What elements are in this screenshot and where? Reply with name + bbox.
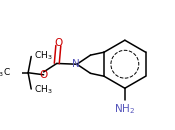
Text: CH$_3$: CH$_3$ xyxy=(34,84,53,96)
Text: H$_3$C: H$_3$C xyxy=(0,67,11,79)
Text: N: N xyxy=(72,59,80,69)
Text: CH$_3$: CH$_3$ xyxy=(34,49,53,62)
Text: O: O xyxy=(39,70,48,80)
Text: NH$_2$: NH$_2$ xyxy=(114,102,135,116)
Text: O: O xyxy=(54,38,63,48)
